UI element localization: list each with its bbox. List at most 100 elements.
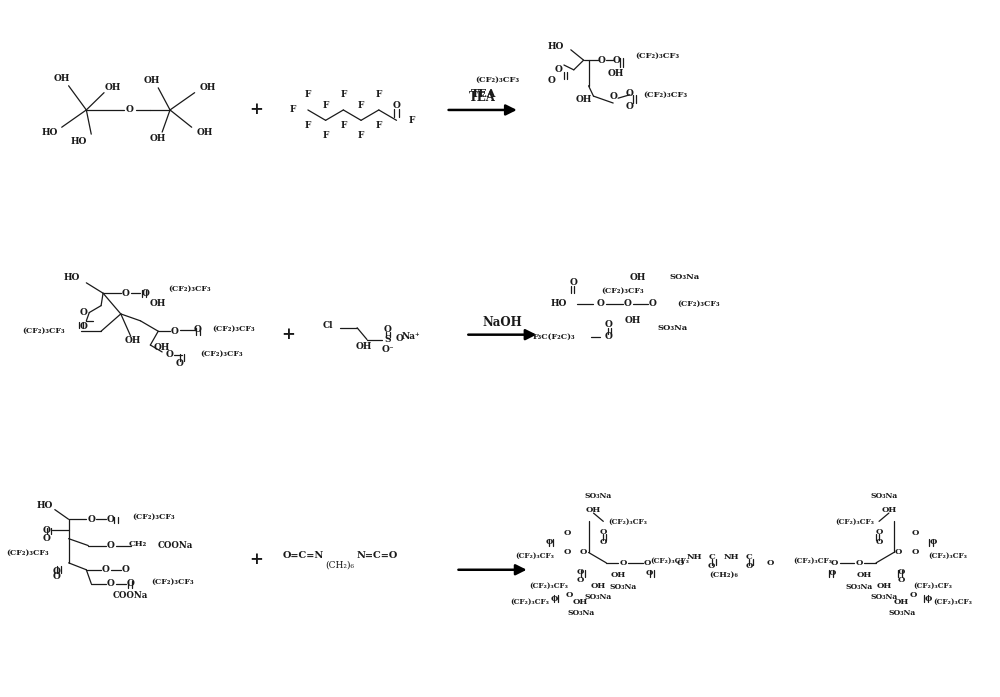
Text: SO₃Na: SO₃Na (585, 492, 612, 500)
Text: OH: OH (124, 336, 141, 345)
Text: O: O (171, 327, 179, 336)
Text: O: O (646, 569, 653, 577)
Text: O: O (912, 549, 919, 556)
Text: F: F (340, 121, 347, 130)
Text: O: O (930, 538, 937, 546)
Text: O⁻: O⁻ (381, 345, 394, 353)
Text: SO₃Na: SO₃Na (888, 609, 915, 618)
Text: OH: OH (857, 571, 872, 579)
Text: (CF₂)₃CF₃: (CF₂)₃CF₃ (643, 91, 687, 99)
Text: OH: OH (150, 135, 166, 144)
Text: O: O (604, 332, 612, 342)
Text: O: O (53, 572, 61, 581)
Text: O: O (563, 549, 571, 556)
Text: CH₂: CH₂ (128, 540, 147, 548)
Text: OH: OH (573, 598, 588, 606)
Text: (CF₂)₃CF₃: (CF₂)₃CF₃ (835, 517, 874, 526)
Text: O: O (644, 559, 651, 567)
Text: HO: HO (70, 137, 87, 146)
Text: N=C=O: N=C=O (356, 551, 397, 560)
Text: TEA: TEA (470, 88, 496, 99)
Text: O: O (194, 325, 202, 335)
Text: O: O (555, 66, 563, 75)
Text: O: O (550, 595, 558, 604)
Text: (CH₂)₆: (CH₂)₆ (325, 560, 354, 569)
Text: O: O (384, 325, 392, 335)
Text: O: O (910, 591, 917, 599)
Text: OH: OH (150, 299, 166, 308)
Text: F: F (376, 90, 382, 99)
Text: O: O (577, 568, 584, 576)
Text: O: O (624, 299, 632, 308)
Text: OH: OH (608, 70, 624, 79)
Text: OH: OH (881, 505, 897, 514)
Text: O: O (856, 559, 863, 567)
Text: SO₃Na: SO₃Na (609, 583, 637, 591)
Text: OH: OH (196, 128, 213, 137)
Text: (CF₂)₃CF₃: (CF₂)₃CF₃ (602, 287, 644, 295)
Text: O: O (570, 278, 578, 287)
Text: O: O (875, 538, 883, 546)
Text: O: O (912, 529, 919, 537)
Text: O: O (626, 102, 634, 111)
Text: O: O (102, 565, 110, 574)
Text: O: O (393, 100, 400, 109)
Text: O: O (545, 538, 553, 546)
Text: OH: OH (105, 84, 121, 92)
Text: HO: HO (551, 299, 567, 308)
Text: O: O (580, 549, 587, 556)
Text: (CF₂)₃CF₃: (CF₂)₃CF₃ (132, 512, 175, 521)
Text: O: O (596, 299, 604, 308)
Text: +: + (250, 551, 264, 568)
Text: O: O (604, 320, 612, 329)
Text: C: C (746, 553, 752, 561)
Text: O: O (547, 76, 555, 85)
Text: TEA: TEA (469, 91, 496, 104)
Text: HO: HO (548, 42, 564, 51)
Text: O: O (649, 299, 656, 308)
Text: NH: NH (724, 553, 739, 561)
Text: SO₃Na: SO₃Na (670, 273, 700, 282)
Text: O: O (745, 562, 753, 570)
Text: O: O (676, 559, 684, 567)
Text: NaOH: NaOH (483, 316, 522, 329)
Text: (CF₂)₃CF₃: (CF₂)₃CF₃ (213, 325, 255, 333)
Text: S: S (384, 335, 391, 344)
Text: O: O (141, 289, 149, 298)
Text: COONa: COONa (157, 541, 193, 550)
Text: OH: OH (144, 77, 160, 86)
Text: O: O (898, 568, 905, 576)
Text: O: O (609, 91, 617, 100)
Text: F₃C(F₂C)₃: F₃C(F₂C)₃ (533, 332, 575, 341)
Text: O: O (126, 105, 134, 114)
Text: OH: OH (54, 75, 70, 84)
Text: O: O (79, 308, 87, 317)
Text: (CF₂)₃CF₃: (CF₂)₃CF₃ (510, 598, 549, 606)
Text: O: O (122, 289, 130, 298)
Text: (CF₂)₃CF₃: (CF₂)₃CF₃ (152, 578, 194, 585)
Text: O: O (79, 322, 87, 331)
Text: O: O (565, 591, 573, 599)
Text: O: O (176, 359, 184, 368)
Text: HO: HO (42, 128, 58, 137)
Text: O: O (563, 529, 571, 537)
Text: F: F (358, 100, 364, 109)
Text: (CF₂)₃CF₃: (CF₂)₃CF₃ (200, 350, 243, 358)
Text: O: O (43, 526, 51, 535)
Text: (CF₂)₃CF₃: (CF₂)₃CF₃ (475, 76, 520, 84)
Text: O: O (829, 569, 836, 577)
Text: O: O (895, 549, 902, 556)
Text: F: F (322, 131, 329, 140)
Text: O: O (612, 56, 620, 65)
Text: F: F (358, 131, 364, 140)
Text: (CF₂)₃CF₃: (CF₂)₃CF₃ (635, 52, 680, 60)
Text: O: O (626, 89, 634, 98)
Text: (CH₂)₆: (CH₂)₆ (709, 571, 738, 579)
Text: O: O (87, 515, 95, 523)
Text: O=C=N: O=C=N (282, 551, 324, 560)
Text: C: C (708, 553, 715, 561)
Text: O: O (107, 579, 115, 588)
Text: SO₃Na: SO₃Na (657, 324, 687, 332)
Text: OH: OH (894, 598, 909, 606)
Text: (CF₂)₃CF₃: (CF₂)₃CF₃ (928, 552, 967, 560)
